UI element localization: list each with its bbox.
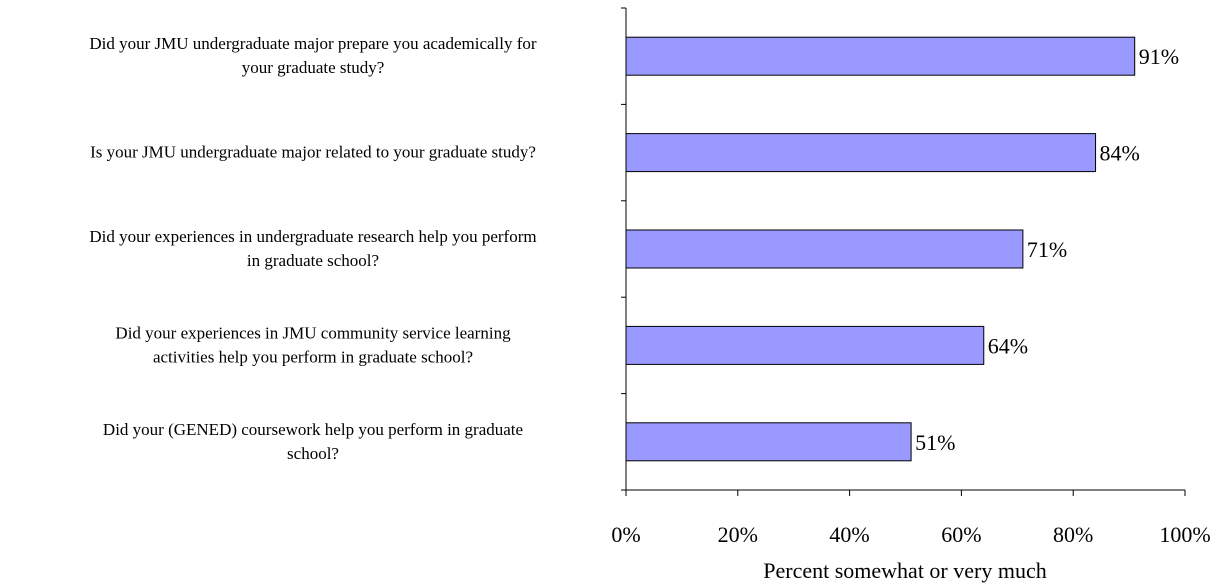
bar [625, 422, 912, 462]
category-label: Is your JMU undergraduate major related … [90, 143, 536, 162]
bar [625, 325, 985, 365]
bar [625, 133, 1097, 173]
x-tick-labels: 0% 20% 40% 60% 80% 100% [611, 522, 1210, 547]
category-label: Did your experiences in JMU community se… [115, 323, 511, 366]
category-label-line: your graduate study? [242, 58, 385, 77]
x-tick-label: 100% [1159, 522, 1210, 547]
x-tick-label: 20% [718, 522, 758, 547]
data-label: 84% [1100, 141, 1140, 166]
category-label: Did your (GENED) coursework help you per… [103, 420, 523, 463]
x-tick-label: 0% [611, 522, 640, 547]
data-labels: 91% 84% 71% 64% 51% [915, 44, 1179, 455]
category-label-line: activities help you perform in graduate … [153, 347, 473, 366]
data-label: 91% [1139, 44, 1179, 69]
category-label-line: Did your experiences in undergraduate re… [89, 227, 536, 246]
bar [625, 36, 1136, 76]
category-label-line: in graduate school? [247, 251, 379, 270]
bars [625, 36, 1136, 462]
data-label: 51% [915, 430, 955, 455]
data-label: 71% [1027, 237, 1067, 262]
category-label-line: Did your (GENED) coursework help you per… [103, 420, 523, 439]
x-axis-title: Percent somewhat or very much [763, 558, 1046, 583]
category-labels: Did your JMU undergraduate major prepare… [89, 34, 537, 463]
category-label: Did your JMU undergraduate major prepare… [89, 34, 537, 77]
x-tick-label: 60% [941, 522, 981, 547]
x-tick-label: 80% [1053, 522, 1093, 547]
category-label-line: Is your JMU undergraduate major related … [90, 143, 536, 162]
category-label-line: Did your JMU undergraduate major prepare… [89, 34, 537, 53]
x-tick-label: 40% [829, 522, 869, 547]
data-label: 64% [988, 333, 1028, 358]
category-label-line: school? [287, 444, 339, 463]
category-label: Did your experiences in undergraduate re… [89, 227, 536, 270]
bar [625, 229, 1024, 269]
category-label-line: Did your experiences in JMU community se… [115, 323, 511, 342]
